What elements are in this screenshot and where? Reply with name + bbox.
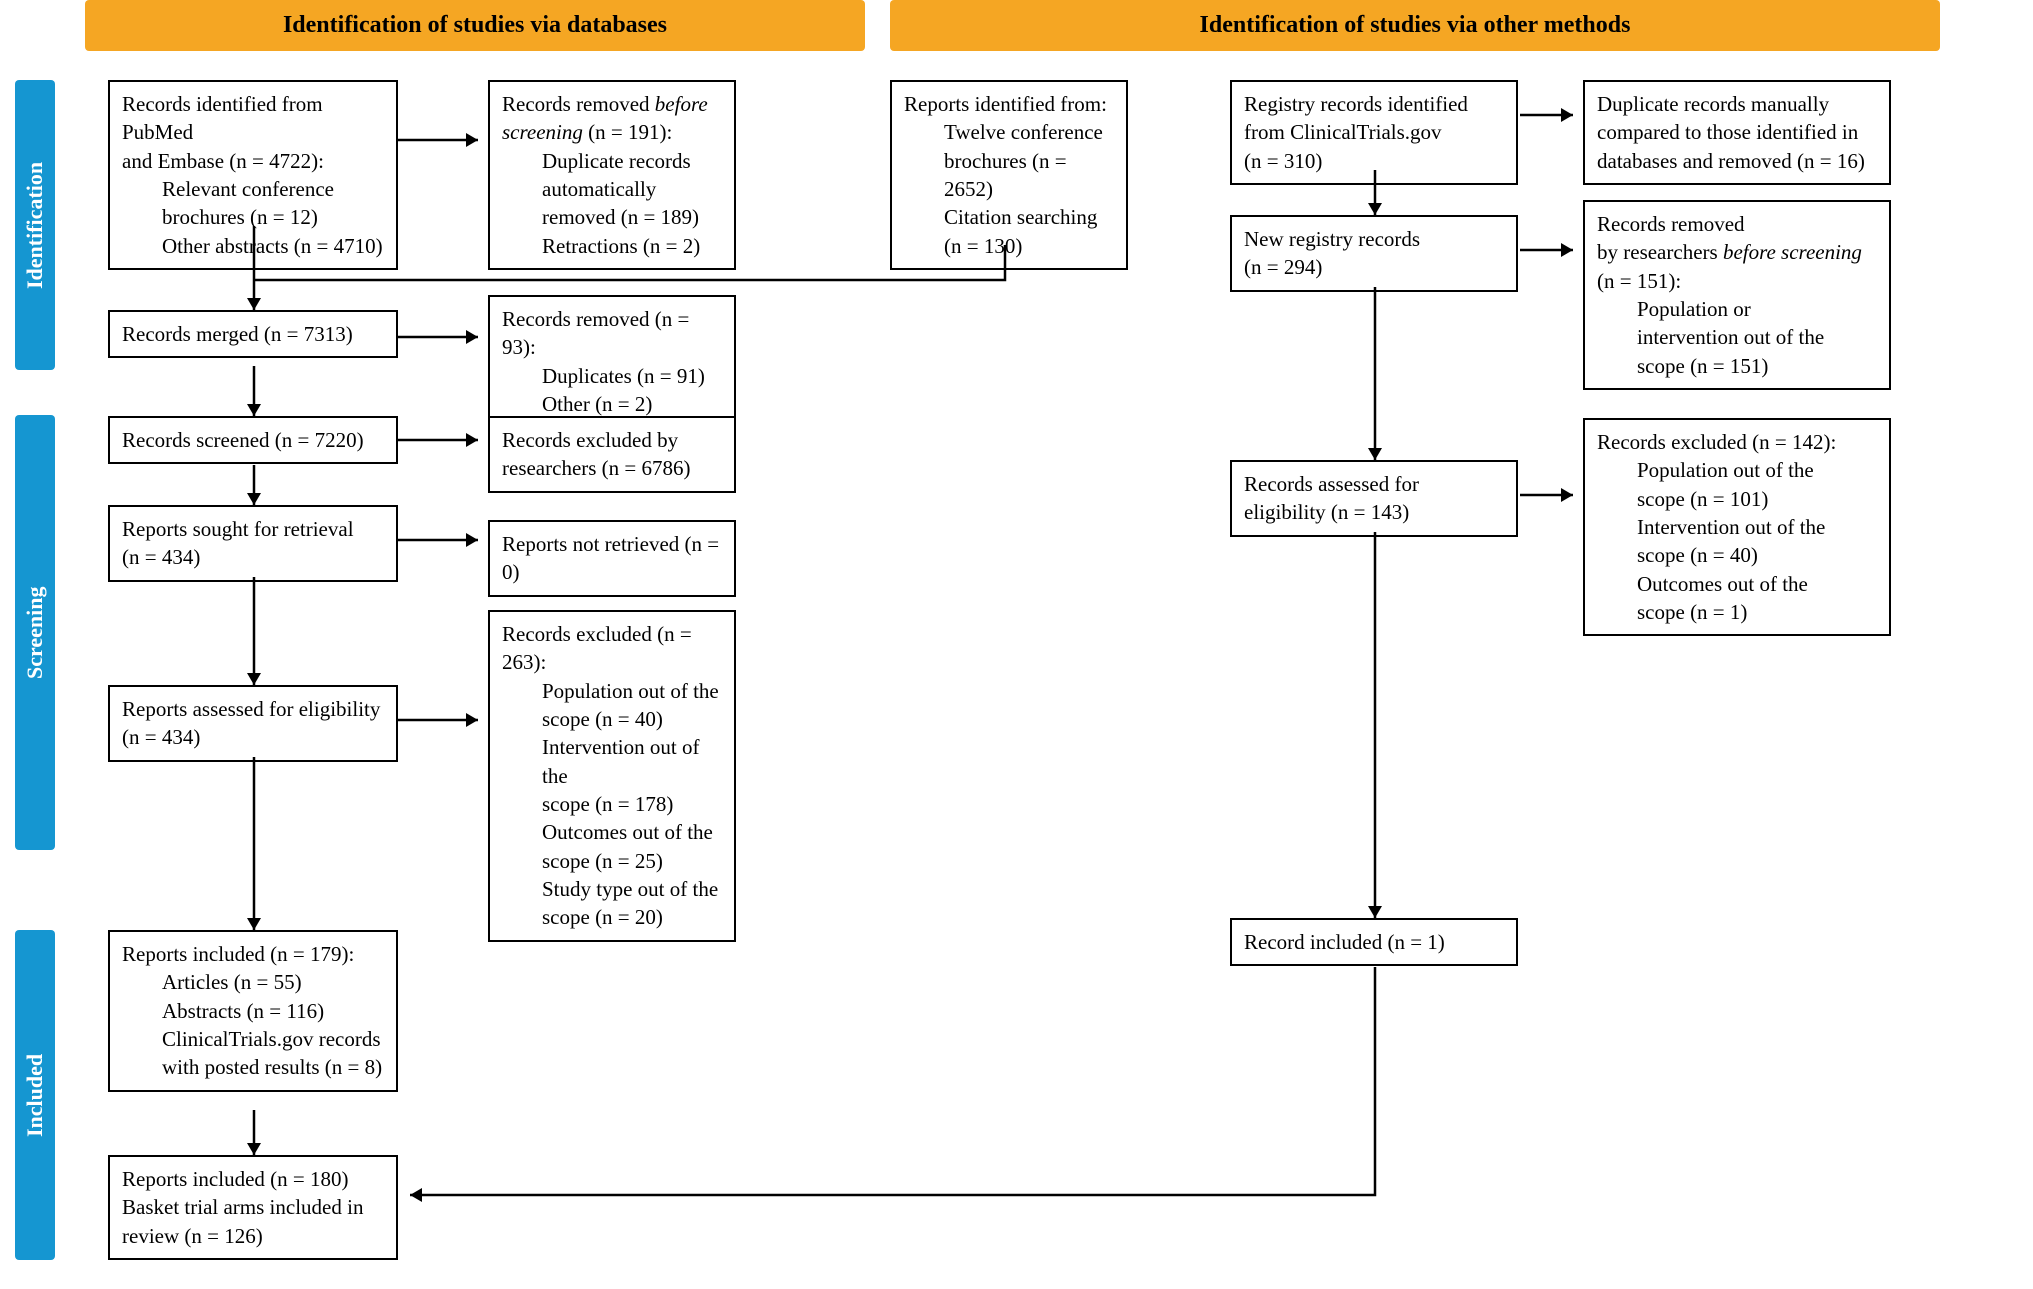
box-duplicate-records-manual: Duplicate records manuallycompared to th… [1583, 80, 1891, 185]
box-reports-not-retrieved: Reports not retrieved (n = 0) [488, 520, 736, 597]
box-reports-sought: Reports sought for retrieval(n = 434) [108, 505, 398, 582]
box-record-included-1: Record included (n = 1) [1230, 918, 1518, 966]
box-records-merged: Records merged (n = 7313) [108, 310, 398, 358]
box-registry-identified: Registry records identifiedfrom Clinical… [1230, 80, 1518, 185]
box-records-excluded-researchers: Records excluded byresearchers (n = 6786… [488, 416, 736, 493]
box-records-removed-researchers: Records removedby researchers before scr… [1583, 200, 1891, 390]
side-included: Included [15, 930, 55, 1260]
side-identification: Identification [15, 80, 55, 370]
box-records-excluded-263: Records excluded (n = 263): Population o… [488, 610, 736, 942]
box-new-registry-records: New registry records(n = 294) [1230, 215, 1518, 292]
box-records-assessed-eligibility: Records assessed foreligibility (n = 143… [1230, 460, 1518, 537]
side-screening: Screening [15, 415, 55, 850]
box-reports-assessed: Reports assessed for eligibility(n = 434… [108, 685, 398, 762]
box-reports-identified-other: Reports identified from: Twelve conferen… [890, 80, 1128, 270]
box-reports-included-180: Reports included (n = 180)Basket trial a… [108, 1155, 398, 1260]
box-reports-included-179: Reports included (n = 179): Articles (n … [108, 930, 398, 1092]
box-records-identified-pubmed: Records identified from PubMed and Embas… [108, 80, 398, 270]
box-records-screened: Records screened (n = 7220) [108, 416, 398, 464]
header-other-methods: Identification of studies via other meth… [890, 0, 1940, 51]
box-records-removed-93: Records removed (n = 93):Duplicates (n =… [488, 295, 736, 428]
box-records-removed-before-screening: Records removed beforescreening (n = 191… [488, 80, 736, 270]
box-records-excluded-142: Records excluded (n = 142): Population o… [1583, 418, 1891, 636]
header-databases: Identification of studies via databases [85, 0, 865, 51]
